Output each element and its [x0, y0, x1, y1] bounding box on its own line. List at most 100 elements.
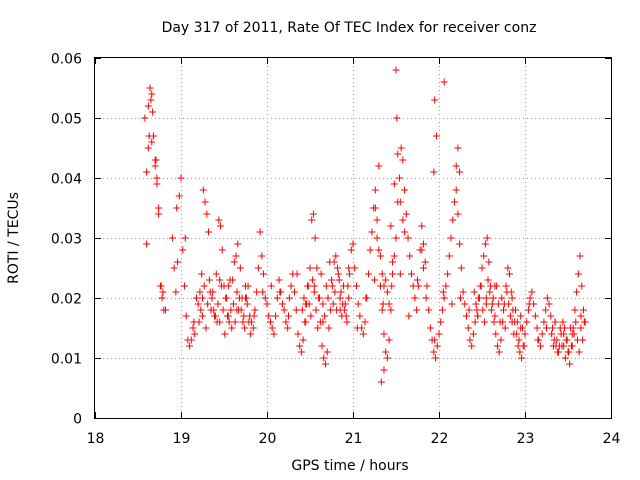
- data-point: [449, 216, 457, 224]
- data-point: [563, 336, 571, 344]
- data-point: [452, 162, 460, 170]
- data-point: [211, 312, 219, 320]
- data-point: [485, 258, 493, 266]
- data-point: [479, 306, 487, 314]
- data-point: [272, 312, 280, 320]
- data-point: [235, 306, 243, 314]
- data-point: [296, 342, 304, 350]
- data-point: [149, 132, 157, 140]
- data-point: [282, 318, 290, 326]
- data-point: [175, 192, 183, 200]
- data-point: [258, 252, 266, 260]
- y-tick-label: 0: [73, 412, 82, 428]
- data-point: [322, 282, 330, 290]
- data-point: [157, 282, 165, 290]
- data-point: [422, 294, 430, 302]
- data-point: [291, 288, 299, 296]
- data-point: [542, 306, 550, 314]
- data-point: [482, 294, 490, 302]
- data-point: [315, 294, 323, 302]
- data-point: [536, 342, 544, 350]
- data-point: [373, 216, 381, 224]
- data-point: [445, 252, 453, 260]
- data-point: [236, 264, 244, 272]
- data-point: [162, 306, 170, 314]
- data-point: [547, 312, 555, 320]
- data-point: [411, 294, 419, 302]
- data-point: [334, 270, 342, 278]
- data-point: [359, 330, 367, 338]
- data-point: [580, 318, 588, 326]
- data-point: [388, 282, 396, 290]
- data-point: [202, 324, 210, 332]
- data-point: [182, 312, 190, 320]
- data-point: [340, 282, 348, 290]
- data-point: [195, 318, 203, 326]
- data-point: [187, 336, 195, 344]
- y-axis-ticks: 0 0.01 0.02 0.03 0.04 0.05 0.06: [51, 52, 611, 428]
- data-point: [294, 330, 302, 338]
- data-point: [444, 270, 452, 278]
- data-point: [276, 288, 284, 296]
- data-point: [216, 318, 224, 326]
- data-point: [217, 222, 225, 230]
- data-point: [297, 348, 305, 356]
- data-point: [526, 294, 534, 302]
- data-point: [305, 300, 313, 308]
- y-axis-label: ROTI / TECUs: [6, 192, 22, 284]
- data-point: [207, 306, 215, 314]
- data-point: [158, 294, 166, 302]
- data-point: [263, 300, 271, 308]
- data-point: [548, 330, 556, 338]
- x-axis-ticks: 18 19 20 21 22 23 24: [87, 58, 620, 447]
- data-point: [241, 324, 249, 332]
- data-point: [151, 156, 159, 164]
- data-point: [431, 96, 439, 104]
- data-point: [553, 336, 561, 344]
- data-point: [204, 300, 212, 308]
- data-point: [380, 366, 388, 374]
- data-point: [314, 324, 322, 332]
- data-point: [201, 198, 209, 206]
- data-point: [423, 282, 431, 290]
- data-point: [518, 324, 526, 332]
- data-point: [337, 288, 345, 296]
- data-point: [471, 318, 479, 326]
- data-point: [144, 144, 152, 152]
- data-point: [474, 312, 482, 320]
- data-point: [477, 282, 485, 290]
- data-point: [273, 294, 281, 302]
- y-tick-label: 0.04: [51, 172, 82, 188]
- data-point: [148, 90, 156, 98]
- data-point: [577, 312, 585, 320]
- data-point: [368, 228, 376, 236]
- data-point: [362, 294, 370, 302]
- data-point: [508, 294, 516, 302]
- data-point: [205, 228, 213, 236]
- data-point: [432, 354, 440, 362]
- data-point: [430, 348, 438, 356]
- data-point: [512, 306, 520, 314]
- data-point: [318, 342, 326, 350]
- data-point: [324, 294, 332, 302]
- data-point: [383, 354, 391, 362]
- data-point: [506, 270, 514, 278]
- data-point: [280, 306, 288, 314]
- data-point: [579, 306, 587, 314]
- data-point: [332, 252, 340, 260]
- data-point: [459, 288, 467, 296]
- data-point: [168, 234, 176, 242]
- data-point: [172, 288, 180, 296]
- data-point: [238, 294, 246, 302]
- data-point: [505, 300, 513, 308]
- data-point: [430, 168, 438, 176]
- data-point: [506, 312, 514, 320]
- data-point: [341, 300, 349, 308]
- data-point: [270, 330, 278, 338]
- data-point: [407, 270, 415, 278]
- data-point: [497, 336, 505, 344]
- data-point: [461, 300, 469, 308]
- data-point: [349, 240, 357, 248]
- data-point: [181, 234, 189, 242]
- x-tick-label: 18: [87, 431, 105, 447]
